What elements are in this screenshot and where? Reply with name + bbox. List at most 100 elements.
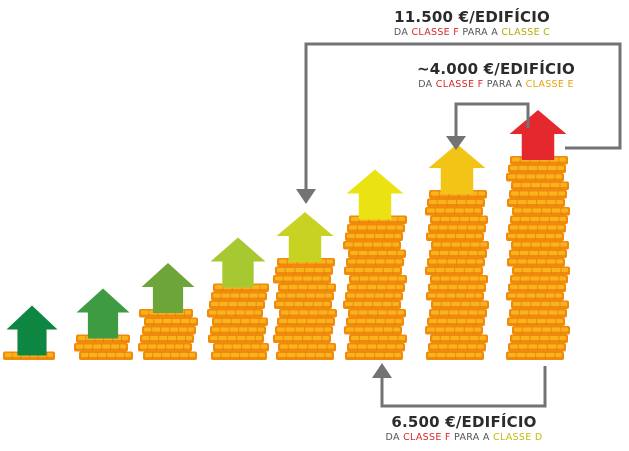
- column-class-c: [273, 212, 337, 360]
- column-class-a: [425, 144, 489, 360]
- coin: [431, 300, 489, 309]
- coin: [343, 241, 401, 250]
- coin: [347, 224, 405, 233]
- annotation-mid-amount: ~4.000 €/EDIFÍCIO: [417, 60, 575, 78]
- coin: [349, 334, 407, 343]
- coin: [507, 198, 565, 207]
- coin: [506, 173, 564, 182]
- annotation-bottom-amount: 6.500 €/EDIFÍCIO: [391, 413, 537, 431]
- coin: [138, 343, 192, 352]
- coin: [508, 164, 566, 173]
- caption-middle: PARA A: [462, 27, 499, 38]
- coin: [278, 283, 336, 292]
- coin: [144, 317, 198, 326]
- coin: [211, 351, 267, 360]
- coin: [207, 309, 263, 318]
- caption-from-class: CLASSE F: [411, 27, 460, 38]
- arrowhead-down-icon: [296, 189, 316, 204]
- coin: [427, 198, 485, 207]
- coin: [511, 241, 569, 250]
- coin: [275, 326, 333, 335]
- coin: [348, 309, 406, 318]
- caption-prefix: DA: [385, 432, 400, 443]
- coin: [506, 292, 564, 301]
- coin: [346, 258, 404, 267]
- coin: [512, 266, 570, 275]
- coin: [346, 317, 404, 326]
- coin: [512, 326, 570, 335]
- coin: [512, 207, 570, 216]
- coin: [426, 232, 484, 241]
- house-arrow-icon: [428, 144, 486, 194]
- house-arrow-icon: [6, 305, 58, 356]
- coin: [142, 326, 196, 335]
- coin: [428, 224, 486, 233]
- coin: [349, 275, 407, 284]
- coin: [511, 300, 569, 309]
- coin: [347, 343, 405, 352]
- coin: [140, 334, 194, 343]
- coin: [209, 300, 265, 309]
- coin: [510, 275, 568, 284]
- coin: [506, 232, 564, 241]
- coin: [507, 317, 565, 326]
- coin: [426, 292, 484, 301]
- annotation-top: 11.500 €/EDIFÍCIO DA CLASSE F PARA A CLA…: [384, 8, 560, 38]
- coin: [425, 266, 483, 275]
- coin: [508, 224, 566, 233]
- annotation-bottom: 6.500 €/EDIFÍCIO DA CLASSE F PARA A CLAS…: [376, 413, 552, 443]
- coin: [343, 300, 401, 309]
- house-arrow-icon: [509, 110, 567, 160]
- caption-prefix: DA: [418, 79, 433, 90]
- coin: [348, 249, 406, 258]
- connector-line-mid: [454, 102, 530, 138]
- coin: [213, 343, 269, 352]
- caption-middle: PARA A: [486, 79, 523, 90]
- column-class-f: [74, 288, 133, 360]
- coin: [426, 351, 484, 360]
- coin: [276, 351, 334, 360]
- column-class-g: [3, 305, 58, 360]
- coin: [431, 241, 489, 250]
- coin: [143, 351, 197, 360]
- coin: [274, 300, 332, 309]
- caption-middle: PARA A: [454, 432, 490, 443]
- coin: [211, 292, 267, 301]
- annotation-bottom-caption: DA CLASSE F PARA A CLASSE D: [376, 432, 552, 443]
- annotation-top-caption: DA CLASSE F PARA A CLASSE C: [384, 27, 560, 38]
- arrowhead-down-icon: [446, 136, 466, 150]
- coin: [347, 283, 405, 292]
- coin: [430, 215, 488, 224]
- coin: [428, 343, 486, 352]
- coin: [210, 326, 266, 335]
- coin: [208, 334, 264, 343]
- connector-line-bottom: [380, 366, 547, 408]
- house-arrow-icon: [346, 169, 404, 220]
- annotation-top-amount: 11.500 €/EDIFÍCIO: [394, 8, 550, 26]
- caption-to-class: CLASSE E: [525, 79, 574, 90]
- coin: [508, 343, 566, 352]
- coin: [430, 334, 488, 343]
- coin: [429, 249, 487, 258]
- coin: [279, 309, 337, 318]
- coin: [509, 249, 567, 258]
- coin: [79, 351, 133, 360]
- coin: [277, 317, 335, 326]
- house-arrow-icon: [210, 237, 266, 288]
- column-class-e: [138, 263, 198, 360]
- connector-line-top: [304, 42, 622, 192]
- column-class-b: [343, 169, 407, 360]
- coin: [273, 275, 331, 284]
- coin: [510, 334, 568, 343]
- caption-from-class: CLASSE F: [435, 79, 484, 90]
- coin: [509, 190, 567, 199]
- caption-to-class: CLASSE C: [501, 27, 551, 38]
- coin: [427, 317, 485, 326]
- arrowhead-up-icon: [372, 363, 392, 378]
- annotation-mid: ~4.000 €/EDIFÍCIO DA CLASSE F PARA A CLA…: [408, 60, 584, 90]
- coin: [345, 232, 403, 241]
- coin: [212, 317, 268, 326]
- coin: [507, 258, 565, 267]
- caption-prefix: DA: [393, 27, 409, 38]
